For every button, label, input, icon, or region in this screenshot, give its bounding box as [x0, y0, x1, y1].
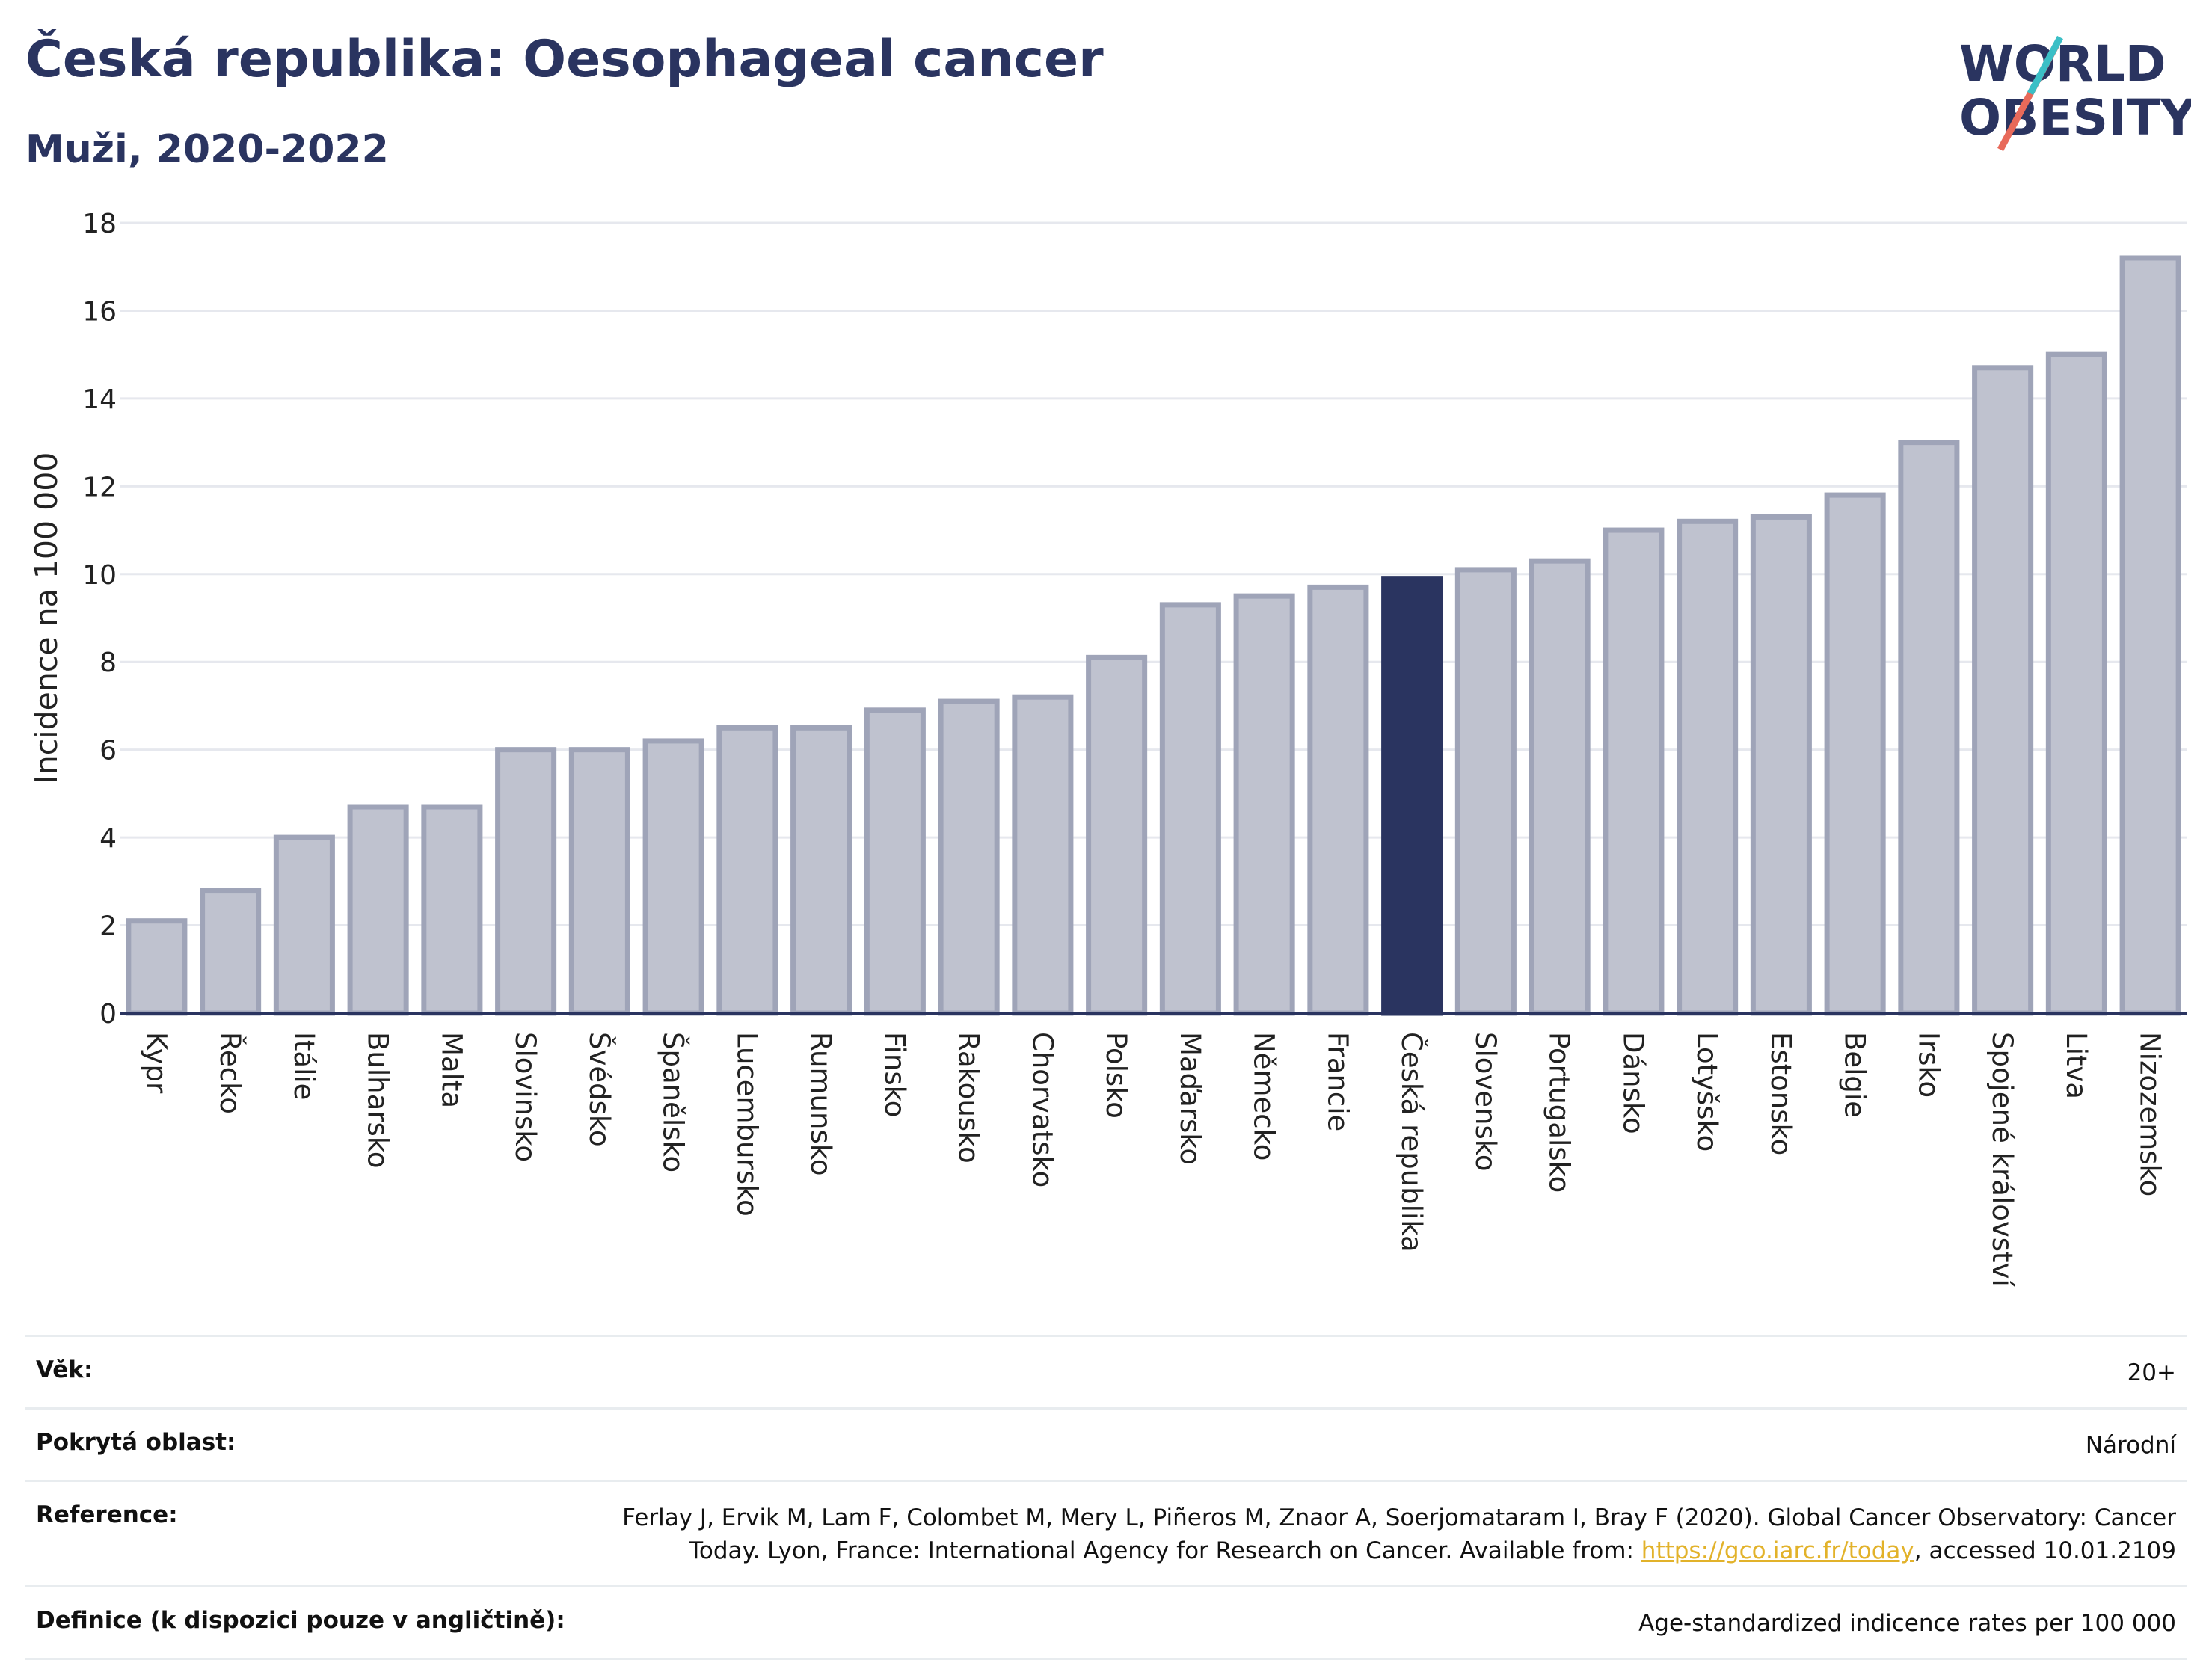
bar-3	[347, 804, 409, 1016]
info-row-reference: Reference: Ferlay J, Ervik M, Lam F, Col…	[25, 1480, 2187, 1585]
x-tick-label: Kypr	[140, 1032, 172, 1094]
bar-0	[126, 918, 188, 1016]
logo-text-obesity: OBESITY	[1959, 89, 2191, 147]
x-tick-label: Irsko	[1912, 1032, 1944, 1098]
bar-13	[1086, 654, 1148, 1016]
x-tick-label: Estonsko	[1765, 1032, 1797, 1155]
y-tick-label: 14	[82, 384, 117, 415]
info-row-definition: Definice (k dispozici pouze v angličtině…	[25, 1585, 2187, 1660]
bar-20	[1603, 527, 1665, 1016]
x-tick-label: Maďarsko	[1174, 1032, 1206, 1165]
x-tick-label: Spojené království	[1986, 1032, 2018, 1288]
bar-22	[1750, 514, 1812, 1016]
bar-26	[2045, 351, 2107, 1016]
reference-label: Reference:	[36, 1501, 178, 1528]
bar-15	[1233, 593, 1295, 1016]
y-tick-label: 0	[99, 999, 117, 1030]
x-tick-label: Česká republika	[1395, 1032, 1428, 1252]
age-value: 20+	[2127, 1359, 2176, 1386]
bar-10	[864, 707, 926, 1016]
y-tick-label: 4	[99, 823, 117, 854]
x-tick-label: Litva	[2060, 1032, 2092, 1099]
x-tick-label: Nizozemsko	[2134, 1032, 2166, 1196]
world-obesity-logo: WORLD OBESITY	[1959, 35, 2191, 152]
bar-25	[1972, 365, 2034, 1016]
reference-text-2: Today. Lyon, France: International Agenc…	[689, 1537, 1641, 1564]
bar-27	[2119, 255, 2181, 1016]
y-tick-label: 8	[99, 648, 117, 678]
x-tick-label: Portugalsko	[1543, 1032, 1576, 1193]
y-tick-label: 12	[82, 472, 117, 502]
x-tick-label: Slovinsko	[509, 1032, 541, 1162]
reference-text-3: , accessed 10.01.2109	[1914, 1537, 2176, 1564]
x-tick-label: Dánsko	[1617, 1032, 1649, 1134]
coverage-value: Národní	[2085, 1432, 2176, 1459]
y-tick-label: 10	[82, 560, 117, 591]
definition-label: Definice (k dispozici pouze v angličtině…	[36, 1607, 565, 1634]
bar-11	[938, 698, 1000, 1016]
bar-16	[1307, 584, 1369, 1016]
y-tick-label: 2	[99, 912, 117, 942]
chart-subtitle: Muži, 2020-2022	[25, 127, 389, 172]
x-tick-label: Francie	[1321, 1032, 1354, 1131]
definition-value: Age-standardized indicence rates per 100…	[1638, 1610, 2176, 1637]
reference-value: Ferlay J, Ervik M, Lam F, Colombet M, Me…	[622, 1501, 2176, 1567]
x-tick-label: Švédsko	[583, 1032, 616, 1147]
x-tick-label: Polsko	[1100, 1032, 1132, 1119]
info-row-coverage: Pokrytá oblast: Národní	[25, 1407, 2187, 1480]
reference-link[interactable]: https://gco.iarc.fr/today	[1641, 1537, 1914, 1564]
coverage-label: Pokrytá oblast:	[36, 1429, 236, 1456]
x-tick-label: Chorvatsko	[1026, 1032, 1058, 1187]
x-tick-label: Finsko	[879, 1032, 911, 1117]
bar-14	[1159, 602, 1221, 1016]
x-tick-label: Itálie	[288, 1032, 320, 1100]
bar-4	[421, 804, 483, 1016]
x-tick-label: Lucembursko	[731, 1032, 763, 1217]
info-row-age: Věk: 20+	[25, 1335, 2187, 1407]
bar-24	[1898, 440, 1960, 1016]
x-tick-label: Malta	[435, 1032, 467, 1108]
info-table: Věk: 20+ Pokrytá oblast: Národní Referen…	[25, 1335, 2187, 1660]
logo-slash-teal	[2027, 35, 2063, 96]
bar-21	[1677, 518, 1739, 1016]
bar-9	[790, 725, 852, 1016]
bar-5	[495, 747, 557, 1016]
bar-12	[1012, 694, 1074, 1016]
age-label: Věk:	[36, 1356, 93, 1383]
y-axis-label: Incidence na 100 000	[28, 452, 64, 784]
bar-19	[1529, 558, 1591, 1016]
x-tick-label: Německo	[1248, 1032, 1280, 1161]
y-tick-label: 18	[82, 209, 117, 239]
x-tick-label: Lotyšsko	[1691, 1032, 1723, 1152]
bar-1	[200, 888, 262, 1016]
x-tick-label: Belgie	[1839, 1032, 1871, 1118]
x-tick-label: Slovensko	[1469, 1032, 1502, 1172]
x-tick-label: Rumunsko	[805, 1032, 837, 1175]
bar-8	[716, 725, 778, 1016]
reference-text-1: Ferlay J, Ervik M, Lam F, Colombet M, Me…	[622, 1504, 2176, 1531]
bar-7	[642, 738, 704, 1016]
bar-2	[273, 834, 335, 1016]
bar-23	[1824, 492, 1886, 1016]
y-tick-label: 16	[82, 296, 117, 327]
x-tick-label: Rakousko	[953, 1032, 985, 1163]
bar-6	[568, 747, 630, 1016]
x-tick-label: Bulharsko	[362, 1032, 394, 1168]
bar-18	[1454, 567, 1517, 1016]
logo-text-world: WORLD	[1959, 35, 2166, 93]
y-tick-label: 6	[99, 736, 117, 766]
chart-title: Česká republika: Oesophageal cancer	[25, 30, 1104, 89]
bar-17	[1381, 576, 1443, 1016]
x-tick-label: Řecko	[214, 1032, 247, 1114]
x-tick-label: Španělsko	[657, 1032, 690, 1172]
bar-chart: 0 2 4 6 8 10 12 14 16 18 Incidence na 100 000 Kypr Ř…	[28, 209, 2187, 1288]
